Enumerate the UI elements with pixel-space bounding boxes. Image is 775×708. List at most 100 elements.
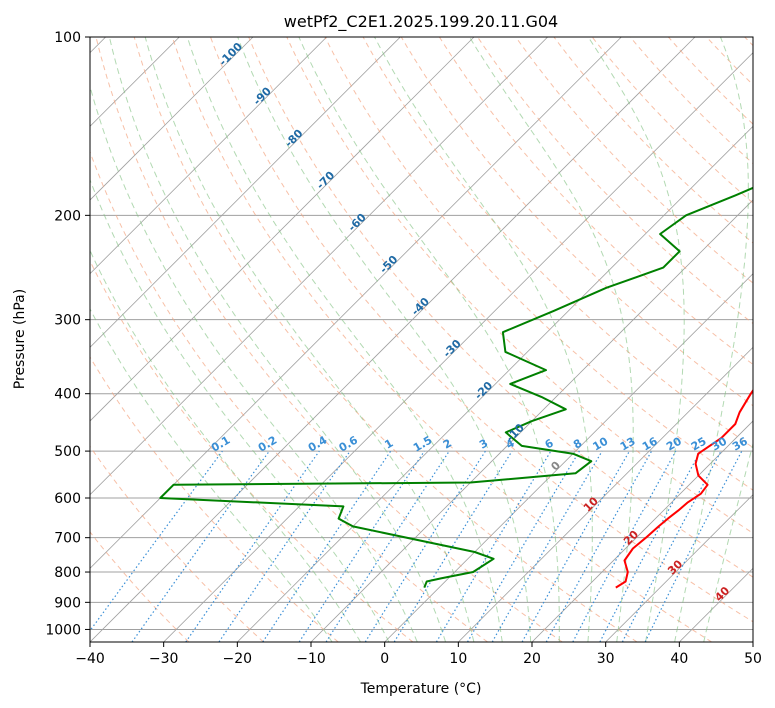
isotherm-line	[90, 37, 401, 348]
isotherm-line	[90, 37, 696, 642]
mixing-ratio-line	[644, 450, 743, 642]
isotherm-line	[310, 199, 753, 642]
isotherm-value-label: -90	[251, 84, 274, 107]
y-axis: 100 200 300 400 500 600 700 800 900 1000	[45, 30, 90, 638]
dry-adiabat-line	[362, 37, 753, 449]
profile-lines	[159, 186, 753, 589]
mixing-ratio-label: 3	[477, 437, 490, 452]
moist-adiabat-line	[144, 37, 475, 642]
dewpoint-profile-line	[159, 186, 753, 588]
x-tick-label: 10	[449, 651, 467, 667]
dry-adiabat-line	[90, 356, 339, 642]
x-tick-label: 40	[670, 651, 688, 667]
dry-adiabat-line	[553, 37, 753, 244]
y-tick-label: 300	[54, 313, 81, 329]
moist-adiabat-line	[90, 84, 418, 642]
dry-adiabat-line	[90, 259, 414, 642]
x-tick-label: −30	[149, 651, 179, 667]
mixing-ratio-line	[364, 450, 486, 642]
dry-adiabat-line	[286, 37, 753, 534]
moist-adiabat-line	[186, 37, 503, 642]
y-tick-label: 700	[54, 531, 81, 547]
mixing-ratio-line	[131, 450, 270, 642]
dry-adiabat-line	[90, 445, 264, 642]
plot-frame	[89, 36, 754, 643]
y-tick-label: 800	[54, 565, 81, 581]
isotherm-value-label: -20	[472, 379, 495, 402]
x-tick-label: −20	[223, 651, 253, 667]
isotherm-line	[163, 52, 753, 642]
dry-adiabat-line	[133, 37, 638, 642]
moist-adiabat-line	[703, 441, 753, 642]
x-tick-label: −10	[296, 651, 326, 667]
isotherm-line	[531, 420, 753, 642]
isotherm-line	[384, 273, 753, 642]
mixing-ratio-line	[298, 450, 425, 642]
moist-adiabat-line	[374, 37, 593, 642]
dry-adiabat-line	[95, 37, 563, 642]
moist-adiabat-line	[469, 37, 634, 642]
mixing-ratio-line	[262, 450, 392, 642]
moist-adiabat-line	[108, 37, 446, 642]
isotherm-line	[90, 37, 254, 201]
moist-adiabat-line	[298, 37, 560, 642]
moist-adiabat-line	[674, 37, 749, 642]
isotherm-line	[90, 37, 475, 422]
isotherm-value-label: -70	[314, 169, 337, 192]
moist-adiabat-line	[587, 37, 685, 642]
y-tick-label: 900	[54, 595, 81, 611]
mixing-ratio-line	[90, 450, 223, 632]
mixing-ratio-line	[325, 450, 450, 642]
isotherm-value-label: -60	[346, 211, 369, 234]
isotherm-line	[458, 346, 753, 642]
isotherm-line	[605, 494, 753, 642]
background-lines	[90, 37, 753, 642]
isotherm-line	[90, 37, 327, 275]
mixing-ratio-line	[393, 450, 513, 642]
chart-title: wetPf2_C2E1.2025.199.20.11.G04	[284, 12, 558, 32]
y-tick-label: 400	[54, 387, 81, 403]
mixing-ratio-label: 2	[441, 437, 454, 452]
isotherm-value-label: -80	[282, 127, 305, 150]
dry-adiabat-line	[248, 37, 753, 578]
dry-adiabat-line	[438, 37, 753, 365]
moist-adiabat-line	[90, 178, 390, 642]
isotherm-line	[237, 125, 753, 642]
isotherm-value-label: 30	[665, 557, 685, 577]
dry-adiabat-line	[400, 37, 753, 407]
y-tick-label: 600	[54, 491, 81, 507]
x-tick-label: 30	[597, 651, 615, 667]
mixing-ratio-line	[545, 450, 653, 642]
isotherm-value-label: -50	[377, 253, 400, 276]
mixing-ratio-line	[599, 450, 702, 642]
mixing-ratio-line	[521, 450, 631, 642]
mixing-ratio-line	[572, 450, 677, 642]
moist-adiabat-line	[90, 249, 362, 642]
dry-adiabat-line	[706, 37, 753, 86]
dry-adiabat-line	[744, 37, 753, 47]
x-tick-label: 50	[744, 651, 762, 667]
x-axis: −40 −30 −20 −10 0 10 20 30 40 50	[75, 642, 762, 667]
temperature-profile-line	[615, 388, 753, 589]
isotherm-line	[90, 37, 622, 569]
x-tick-label: 0	[380, 651, 389, 667]
isotherm-value-label: 40	[712, 584, 732, 604]
y-axis-label: Pressure (hPa)	[12, 289, 28, 389]
isotherm-line	[90, 37, 548, 496]
isotherm-value-label: -40	[409, 295, 432, 318]
isotherm-value-label: 10	[581, 494, 601, 514]
dry-adiabat-line	[90, 150, 488, 642]
mixing-ratio-line	[185, 450, 320, 642]
y-tick-label: 100	[54, 30, 81, 46]
dry-adiabat-line	[515, 37, 753, 284]
mixing-ratio-line	[466, 450, 580, 642]
moist-adiabat-line	[237, 37, 532, 642]
dry-adiabat-line	[210, 37, 753, 623]
isotherm-value-label: -100	[216, 40, 245, 69]
x-tick-label: 20	[523, 651, 541, 667]
y-tick-label: 200	[54, 208, 81, 224]
x-tick-label: −40	[75, 651, 105, 667]
moist-adiabat-line	[90, 308, 333, 642]
